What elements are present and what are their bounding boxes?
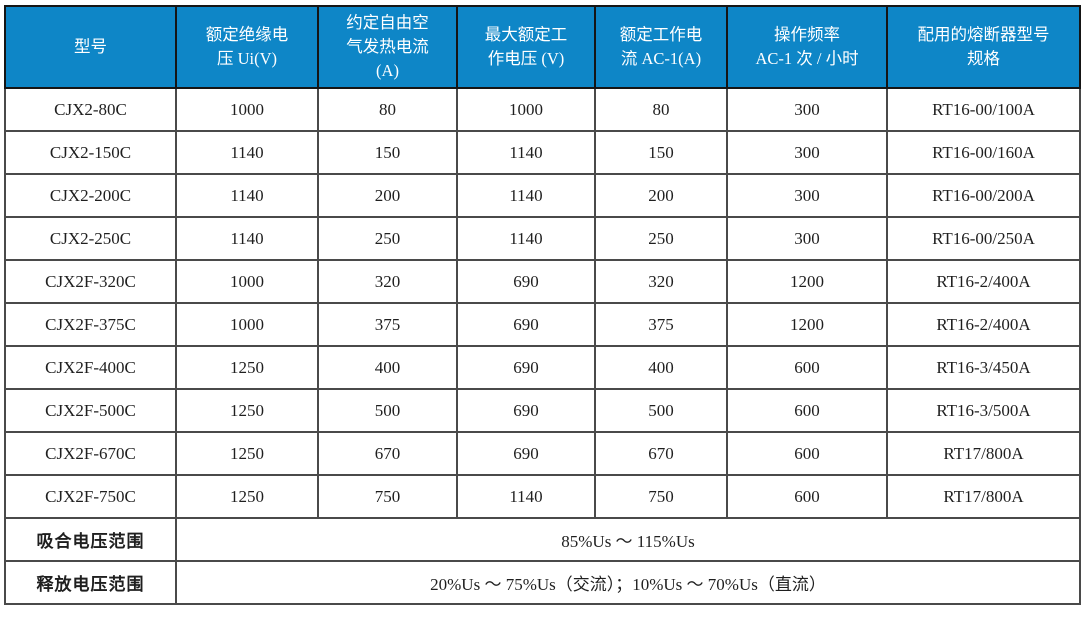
model-cell: CJX2F-375C (4, 302, 177, 347)
value-cell: 375 (317, 302, 458, 347)
table-row: CJX2-250C 1140 250 1140 250 300 RT16-00/250A (4, 216, 1081, 261)
value-cell: 1200 (726, 302, 888, 347)
value-cell: 670 (317, 431, 458, 476)
value-cell: 1140 (456, 474, 596, 519)
value-cell: 690 (456, 259, 596, 304)
value-cell: 80 (317, 87, 458, 132)
column-header-4: 最大额定工 作电压 (V) (456, 5, 596, 89)
column-header-2: 额定绝缘电 压 Ui(V) (175, 5, 319, 89)
column-header-6: 操作频率 AC-1 次 / 小时 (726, 5, 888, 89)
model-cell: CJX2-200C (4, 173, 177, 218)
model-cell: CJX2F-750C (4, 474, 177, 519)
value-cell: 250 (594, 216, 728, 261)
value-cell: 1200 (726, 259, 888, 304)
table-row: CJX2F-375C 1000 375 690 375 1200 RT16-2/400A (4, 302, 1081, 347)
value-cell: RT16-00/160A (886, 130, 1081, 175)
value-cell: 750 (594, 474, 728, 519)
value-cell: 1000 (456, 87, 596, 132)
value-cell: 1000 (175, 259, 319, 304)
value-cell: RT16-3/500A (886, 388, 1081, 433)
value-cell: 500 (317, 388, 458, 433)
value-cell: RT16-00/250A (886, 216, 1081, 261)
value-cell: 320 (317, 259, 458, 304)
value-cell: 690 (456, 388, 596, 433)
value-cell: 600 (726, 345, 888, 390)
value-cell: 1000 (175, 87, 319, 132)
table-row: CJX2-150C 1140 150 1140 150 300 RT16-00/160A (4, 130, 1081, 175)
value-cell: 1140 (456, 173, 596, 218)
value-cell: 300 (726, 173, 888, 218)
value-cell: 1250 (175, 345, 319, 390)
value-cell: 1000 (175, 302, 319, 347)
value-cell: 300 (726, 87, 888, 132)
contactor-spec-table: 型号 额定绝缘电 压 Ui(V) 约定自由空 气发热电流 (A) 最大额定工 作电压 … (4, 5, 1081, 605)
value-cell: 670 (594, 431, 728, 476)
value-cell: 690 (456, 431, 596, 476)
footer-label: 吸合电压范围 (4, 517, 177, 562)
model-cell: CJX2-80C (4, 87, 177, 132)
value-cell: RT16-00/100A (886, 87, 1081, 132)
footer-row: 释放电压范围 20%Us ～ 75%Us（交流）；10%Us ～ 70%Us（直流… (4, 560, 1081, 605)
table-row: CJX2-200C 1140 200 1140 200 300 RT16-00/200A (4, 173, 1081, 218)
value-cell: RT16-2/400A (886, 259, 1081, 304)
column-header-3: 约定自由空 气发热电流 (A) (317, 5, 458, 89)
value-cell: 400 (594, 345, 728, 390)
value-cell: RT16-2/400A (886, 302, 1081, 347)
value-cell: 250 (317, 216, 458, 261)
value-cell: 200 (317, 173, 458, 218)
model-cell: CJX2-250C (4, 216, 177, 261)
column-header-7: 配用的熔断器型号 规格 (886, 5, 1081, 89)
value-cell: 500 (594, 388, 728, 433)
value-cell: RT17/800A (886, 431, 1081, 476)
value-cell: RT16-00/200A (886, 173, 1081, 218)
value-cell: 1140 (175, 216, 319, 261)
footer-row: 吸合电压范围 85%Us ～ 115%Us (4, 517, 1081, 562)
value-cell: 375 (594, 302, 728, 347)
table-row: CJX2-80C 1000 80 1000 80 300 RT16-00/100A (4, 87, 1081, 132)
table-footer: 吸合电压范围 85%Us ～ 115%Us 释放电压范围 20%Us ～ 75%Us（… (4, 517, 1081, 605)
model-cell: CJX2F-320C (4, 259, 177, 304)
value-cell: 80 (594, 87, 728, 132)
table-row: CJX2F-670C 1250 670 690 670 600 RT17/800A (4, 431, 1081, 476)
value-cell: 1250 (175, 431, 319, 476)
column-header-1: 型号 (4, 5, 177, 89)
value-cell: 1140 (175, 173, 319, 218)
header-row: 型号 额定绝缘电 压 Ui(V) 约定自由空 气发热电流 (A) 最大额定工 作电压 … (4, 5, 1081, 89)
value-cell: 1250 (175, 388, 319, 433)
value-cell: 1250 (175, 474, 319, 519)
value-cell: 400 (317, 345, 458, 390)
table-row: CJX2F-500C 1250 500 690 500 600 RT16-3/500A (4, 388, 1081, 433)
value-cell: 600 (726, 388, 888, 433)
model-cell: CJX2-150C (4, 130, 177, 175)
footer-value: 20%Us ～ 75%Us（交流）；10%Us ～ 70%Us（直流） (175, 560, 1081, 605)
value-cell: 300 (726, 130, 888, 175)
value-cell: 1140 (456, 130, 596, 175)
table-header: 型号 额定绝缘电 压 Ui(V) 约定自由空 气发热电流 (A) 最大额定工 作电压 … (4, 5, 1081, 89)
column-header-5: 额定工作电 流 AC-1(A) (594, 5, 728, 89)
value-cell: 320 (594, 259, 728, 304)
value-cell: 690 (456, 302, 596, 347)
value-cell: RT16-3/450A (886, 345, 1081, 390)
value-cell: RT17/800A (886, 474, 1081, 519)
value-cell: 1140 (175, 130, 319, 175)
value-cell: 300 (726, 216, 888, 261)
value-cell: 600 (726, 431, 888, 476)
value-cell: 150 (594, 130, 728, 175)
model-cell: CJX2F-500C (4, 388, 177, 433)
model-cell: CJX2F-670C (4, 431, 177, 476)
value-cell: 750 (317, 474, 458, 519)
value-cell: 1140 (456, 216, 596, 261)
value-cell: 690 (456, 345, 596, 390)
value-cell: 150 (317, 130, 458, 175)
footer-label: 释放电压范围 (4, 560, 177, 605)
table-row: CJX2F-750C 1250 750 1140 750 600 RT17/800A (4, 474, 1081, 519)
value-cell: 600 (726, 474, 888, 519)
table-body: CJX2-80C 1000 80 1000 80 300 RT16-00/100A CJX2-… (4, 87, 1081, 519)
model-cell: CJX2F-400C (4, 345, 177, 390)
value-cell: 200 (594, 173, 728, 218)
table-row: CJX2F-320C 1000 320 690 320 1200 RT16-2/400A (4, 259, 1081, 304)
footer-value: 85%Us ～ 115%Us (175, 517, 1081, 562)
table-row: CJX2F-400C 1250 400 690 400 600 RT16-3/450A (4, 345, 1081, 390)
